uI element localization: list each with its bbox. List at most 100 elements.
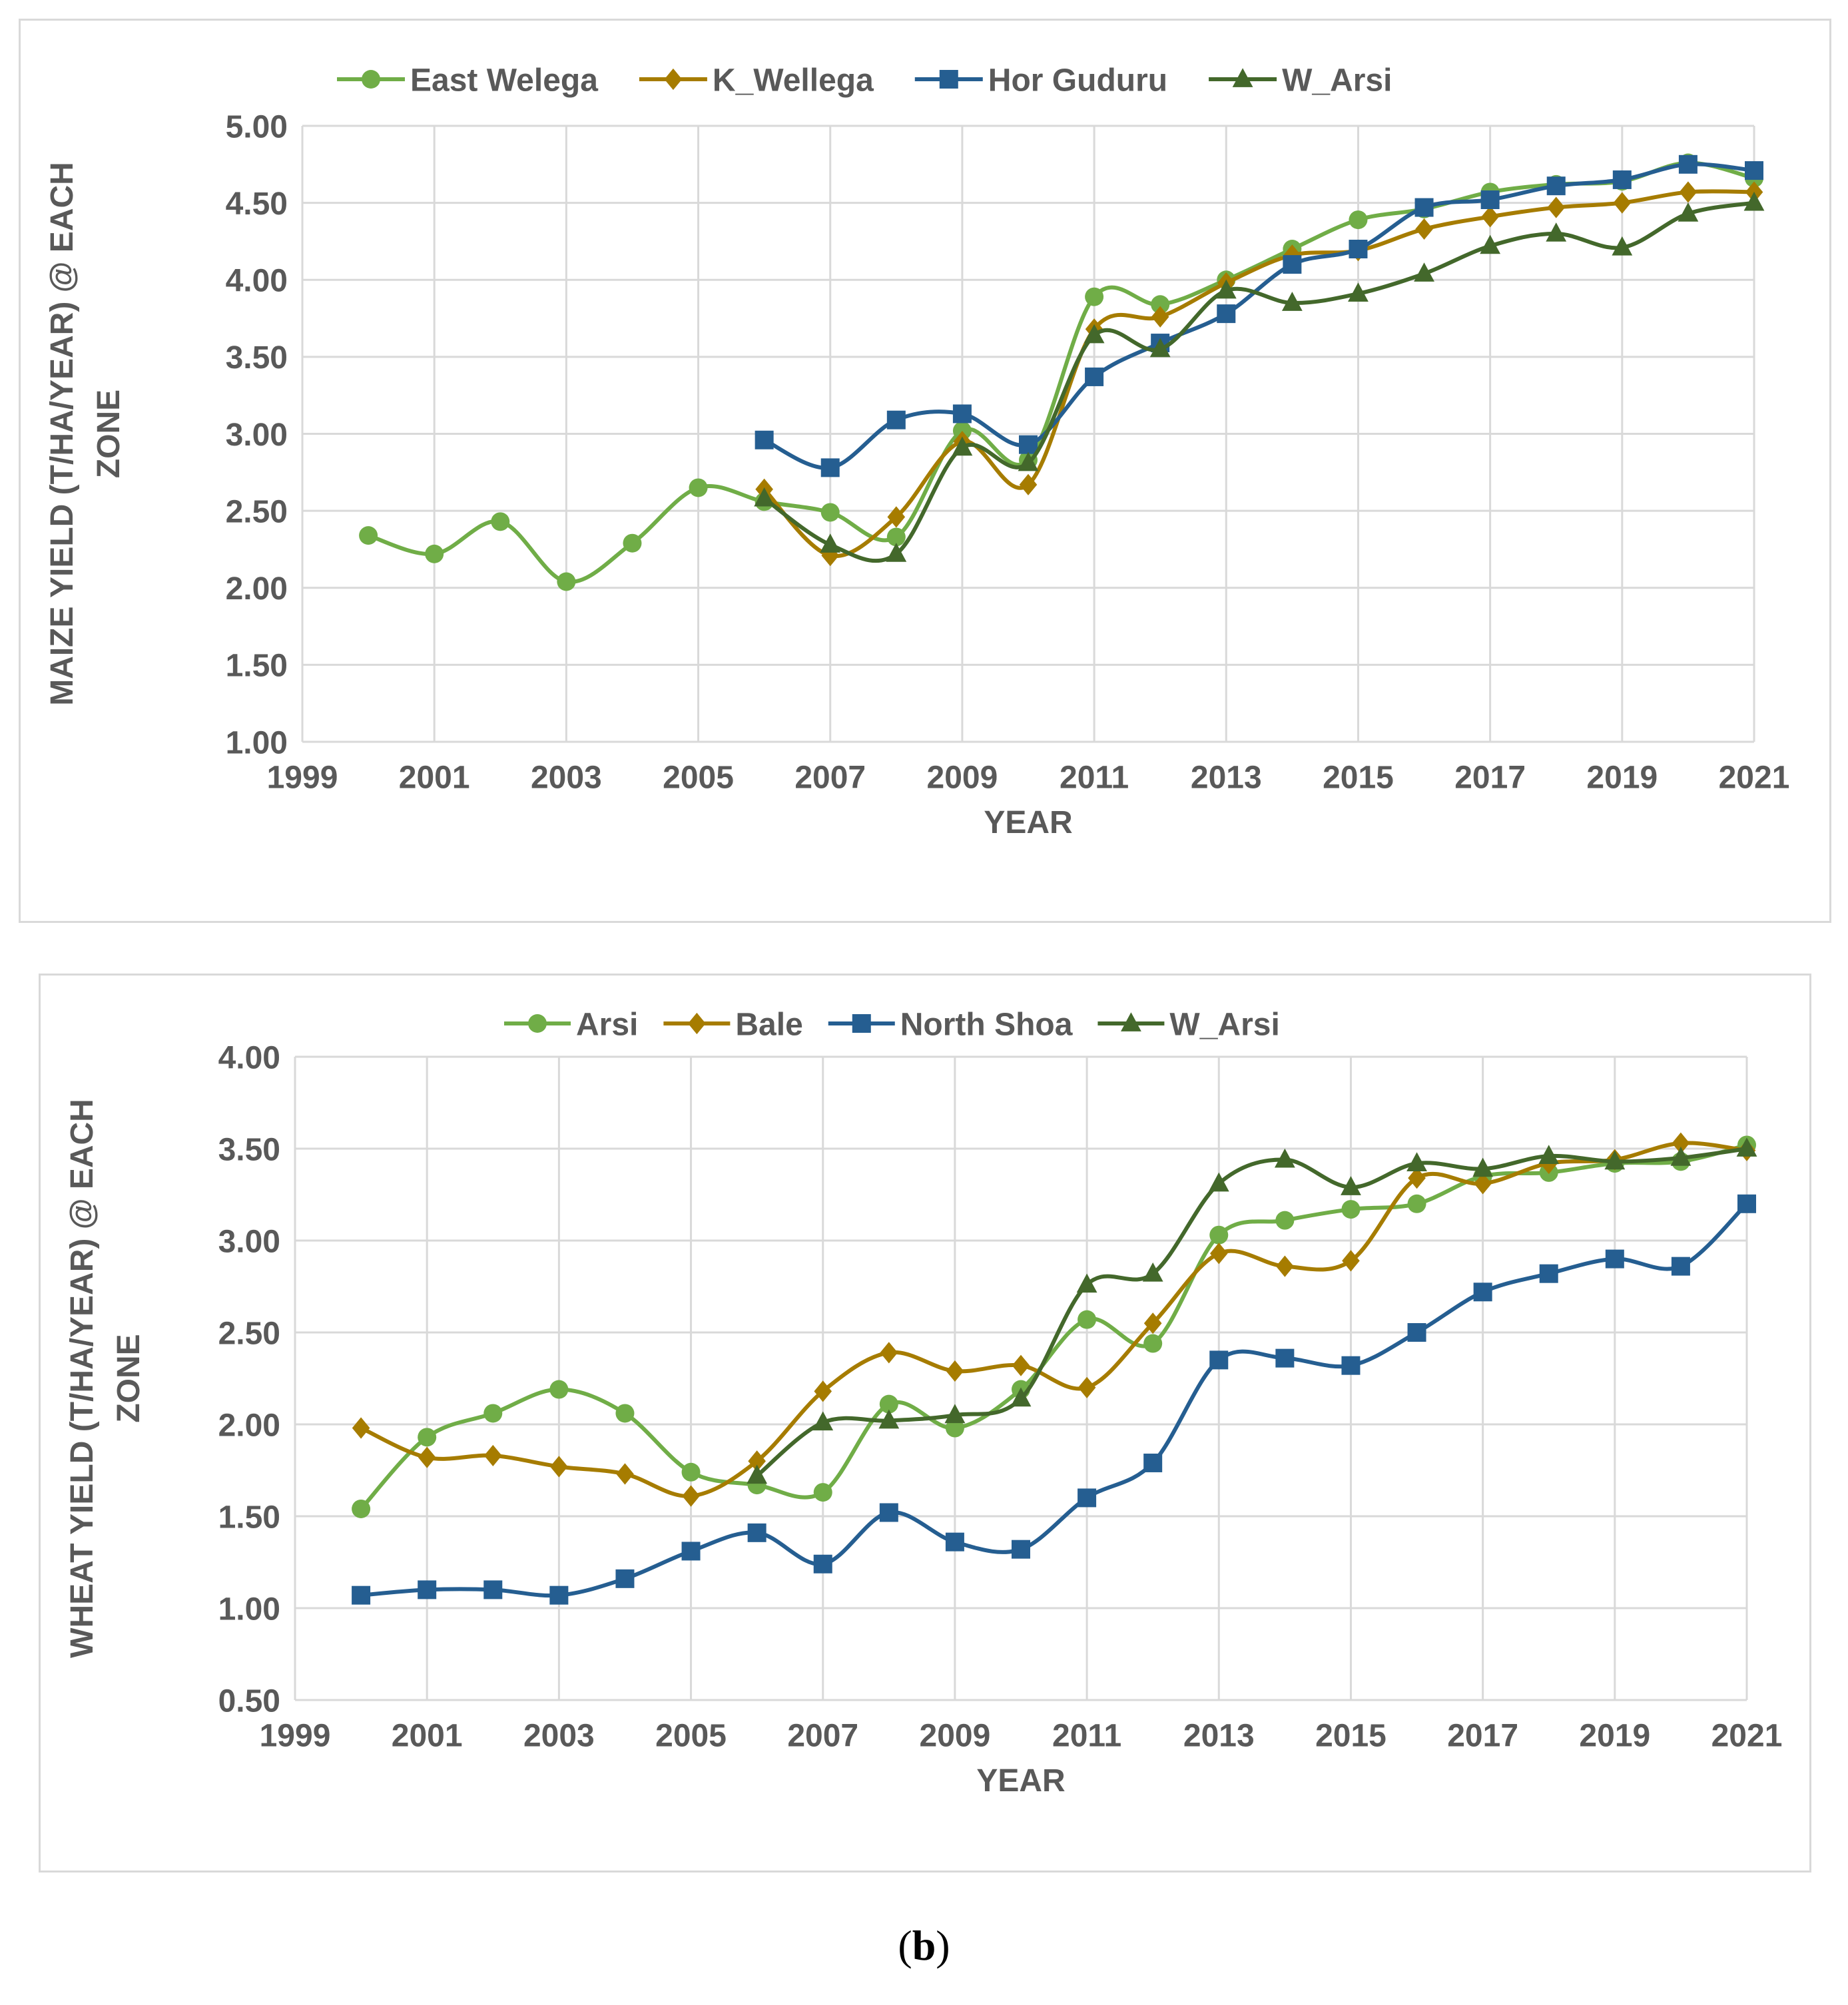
data-point-north-shoa <box>747 1523 767 1542</box>
data-point-arsi <box>681 1462 701 1482</box>
data-point-east-welega <box>886 527 906 547</box>
legend-marker-w-arsi <box>1232 68 1253 87</box>
data-point-north-shoa <box>549 1585 569 1605</box>
caption-open-paren: ( <box>898 1922 912 1969</box>
y-tick-label: 4.50 <box>226 186 288 222</box>
data-point-bale <box>1408 1167 1426 1189</box>
data-point-hor-guduru <box>886 410 906 430</box>
data-point-arsi <box>352 1499 371 1518</box>
data-point-north-shoa <box>681 1542 701 1561</box>
data-point-east-welega <box>491 512 510 531</box>
data-point-bale <box>550 1456 568 1478</box>
data-point-north-shoa <box>813 1554 832 1574</box>
data-point-arsi <box>879 1394 898 1414</box>
y-tick-label: 5.00 <box>226 109 288 144</box>
legend-item-hor-guduru: Hor Guduru <box>914 63 1167 98</box>
legend-marker-hor-guduru <box>939 70 958 89</box>
data-point-bale <box>1342 1250 1360 1272</box>
maize-y-axis-title-line2: ZONE <box>91 390 127 478</box>
legend-item-k-wellega: K_Wellega <box>639 63 874 98</box>
legend-label-east-welega: East Welega <box>410 63 598 98</box>
data-point-w-arsi <box>886 543 907 562</box>
maize-gridlines <box>301 125 1755 743</box>
maize-x-axis-title: YEAR <box>984 805 1072 840</box>
data-point-bale <box>814 1380 832 1402</box>
legend-marker-north-shoa <box>852 1014 871 1033</box>
x-tick-label: 2005 <box>655 1719 727 1754</box>
data-point-w-arsi <box>1076 1273 1097 1293</box>
data-point-w-arsi <box>1406 1152 1427 1171</box>
maize-legend: East Welega K_Wellega Hor Guduru W_Arsi <box>337 63 1392 98</box>
data-point-w-arsi <box>1018 451 1039 471</box>
data-point-bale <box>1276 1255 1294 1277</box>
data-point-east-welega <box>1085 287 1104 306</box>
y-tick-label: 1.00 <box>218 1591 280 1627</box>
data-point-east-welega <box>623 533 642 553</box>
data-point-east-welega <box>1349 210 1368 230</box>
x-tick-label: 2011 <box>1052 1719 1121 1754</box>
wheat-series-bale <box>352 1132 1756 1507</box>
data-point-arsi <box>945 1418 964 1438</box>
data-point-hor-guduru <box>1414 198 1434 217</box>
wheat-x-axis-title: YEAR <box>976 1763 1065 1799</box>
data-point-hor-guduru <box>952 404 972 424</box>
data-point-hor-guduru <box>1546 176 1566 196</box>
wheat-series-north-shoa <box>352 1194 1756 1605</box>
y-tick-label: 0.50 <box>218 1683 280 1719</box>
data-point-k-wellega <box>1679 181 1697 203</box>
data-point-arsi <box>1407 1194 1426 1213</box>
data-point-bale <box>1672 1132 1690 1154</box>
legend-item-east-welega: East Welega <box>337 63 598 98</box>
x-tick-label: 2019 <box>1586 760 1658 796</box>
y-tick-label: 2.00 <box>218 1408 280 1443</box>
data-point-bale <box>483 1444 502 1467</box>
data-point-hor-guduru <box>1085 367 1104 386</box>
data-point-w-arsi <box>1414 262 1434 282</box>
data-point-north-shoa <box>1078 1488 1097 1508</box>
data-point-arsi <box>418 1428 437 1447</box>
data-point-hor-guduru <box>1745 161 1763 180</box>
x-tick-label: 2007 <box>787 1719 858 1754</box>
data-point-bale <box>1474 1173 1492 1195</box>
data-point-east-welega <box>689 478 708 497</box>
data-point-arsi <box>813 1483 832 1502</box>
legend-label-w-arsi: W_Arsi <box>1282 63 1392 98</box>
legend-item-arsi: Arsi <box>504 1007 638 1042</box>
x-tick-label: 1999 <box>267 760 338 796</box>
legend-label-k-wellega: K_Wellega <box>713 63 874 98</box>
data-point-w-arsi <box>1612 236 1633 256</box>
y-tick-label: 1.50 <box>226 649 288 684</box>
data-point-east-welega <box>359 526 378 545</box>
data-point-hor-guduru <box>1283 255 1302 274</box>
data-point-bale <box>946 1360 964 1382</box>
legend-marker-bale <box>688 1012 706 1035</box>
x-tick-label: 2003 <box>531 760 602 796</box>
data-point-north-shoa <box>1671 1257 1690 1276</box>
data-point-bale <box>1209 1243 1228 1265</box>
data-point-w-arsi <box>1736 1137 1757 1157</box>
data-point-north-shoa <box>1737 1194 1756 1213</box>
data-point-arsi <box>549 1380 569 1399</box>
data-point-bale <box>682 1485 700 1507</box>
data-point-k-wellega <box>1481 206 1499 228</box>
maize-y-axis-title-line1: MAIZE YIELD (T/HA/YEAR) @ EACH <box>45 162 80 706</box>
legend-label-hor-guduru: Hor Guduru <box>988 63 1167 98</box>
x-tick-label: 2013 <box>1183 1719 1255 1754</box>
maize-x-tick-labels: 1999 2001 2003 2005 2007 2009 2011 2013 2015 2017… <box>267 760 1790 796</box>
x-tick-label: 2005 <box>663 760 734 796</box>
data-point-north-shoa <box>352 1585 371 1605</box>
data-point-bale <box>616 1463 634 1485</box>
series-line-arsi <box>359 1143 1747 1510</box>
data-point-east-welega <box>425 544 444 563</box>
data-point-north-shoa <box>1143 1453 1163 1472</box>
maize-series-east-welega <box>359 153 1763 591</box>
data-point-arsi <box>1143 1334 1163 1353</box>
data-point-w-arsi <box>1472 1157 1494 1177</box>
data-point-w-arsi <box>1604 1150 1626 1170</box>
legend-item-bale: Bale <box>663 1007 803 1042</box>
x-tick-label: 2001 <box>399 760 470 796</box>
wheat-y-axis-title-line1: WHEAT YIELD (T/HA/YEAR) @ EACH <box>65 1099 100 1658</box>
data-point-bale <box>1012 1354 1030 1376</box>
x-tick-label: 2007 <box>794 760 866 796</box>
y-tick-label: 2.00 <box>226 571 288 607</box>
